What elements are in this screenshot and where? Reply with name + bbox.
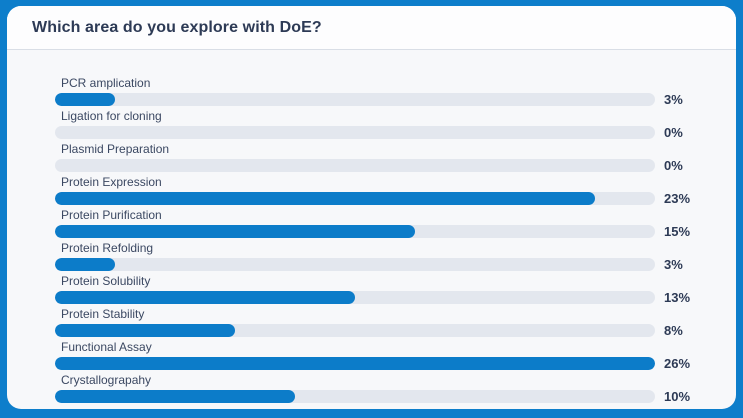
bar-label: Protein Stability [61, 307, 145, 321]
chart-row: Protein Solubility 13% [55, 274, 736, 307]
bar-track [55, 126, 655, 139]
bar-track [55, 192, 655, 205]
chart-row: PCR amplication 3% [55, 76, 736, 109]
bar-fill [55, 390, 295, 403]
bar-line: 23% [55, 191, 736, 206]
bar-fill [55, 291, 355, 304]
bar-fill [55, 324, 235, 337]
bar-value: 3% [664, 257, 683, 272]
chart-row: Protein Purification 15% [55, 208, 736, 241]
bar-line: 3% [55, 92, 736, 107]
bar-value: 10% [664, 389, 691, 404]
bar-track [55, 291, 655, 304]
chart-row: Protein Stability 8% [55, 307, 736, 340]
bar-fill [55, 225, 415, 238]
bar-fill [55, 93, 115, 106]
bar-fill [55, 192, 595, 205]
bar-track [55, 324, 655, 337]
bar-value: 0% [664, 125, 683, 140]
bar-label: Ligation for cloning [61, 109, 162, 123]
poll-question-title: Which area do you explore with DoE? [32, 18, 322, 36]
bar-fill [55, 357, 655, 370]
bar-label: Crystallograpahy [61, 373, 152, 387]
poll-header: Which area do you explore with DoE? [7, 6, 736, 50]
bar-value: 15% [664, 224, 691, 239]
bar-value: 23% [664, 191, 691, 206]
bar-line: 0% [55, 125, 736, 140]
chart-area: PCR amplication 3% Ligation for cloning … [7, 50, 736, 406]
bar-value: 0% [664, 158, 683, 173]
bar-line: 8% [55, 323, 736, 338]
bar-line: 0% [55, 158, 736, 173]
bar-value: 26% [664, 356, 691, 371]
chart-row: Functional Assay 26% [55, 340, 736, 373]
bar-label: Protein Solubility [61, 274, 151, 288]
bar-track [55, 357, 655, 370]
chart-row: Crystallograpahy 10% [55, 373, 736, 406]
bar-track [55, 93, 655, 106]
bar-line: 13% [55, 290, 736, 305]
bar-line: 3% [55, 257, 736, 272]
bar-track [55, 159, 655, 172]
bar-label: Protein Refolding [61, 241, 154, 255]
bar-track [55, 225, 655, 238]
chart-row: Protein Refolding 3% [55, 241, 736, 274]
bar-value: 13% [664, 290, 691, 305]
bar-label: Functional Assay [61, 340, 152, 354]
bar-value: 3% [664, 92, 683, 107]
chart-rows: PCR amplication 3% Ligation for cloning … [55, 76, 736, 406]
bar-label: Plasmid Preparation [61, 142, 170, 156]
bar-track [55, 258, 655, 271]
bar-track [55, 390, 655, 403]
bar-line: 15% [55, 224, 736, 239]
poll-card: Which area do you explore with DoE? PCR … [7, 6, 736, 409]
bar-line: 10% [55, 389, 736, 404]
bar-label: Protein Purification [61, 208, 162, 222]
chart-row: Protein Expression 23% [55, 175, 736, 208]
bar-label: Protein Expression [61, 175, 162, 189]
bar-fill [55, 258, 115, 271]
bar-value: 8% [664, 323, 683, 338]
chart-row: Ligation for cloning 0% [55, 109, 736, 142]
bar-label: PCR amplication [61, 76, 151, 90]
chart-row: Plasmid Preparation 0% [55, 142, 736, 175]
bar-line: 26% [55, 356, 736, 371]
